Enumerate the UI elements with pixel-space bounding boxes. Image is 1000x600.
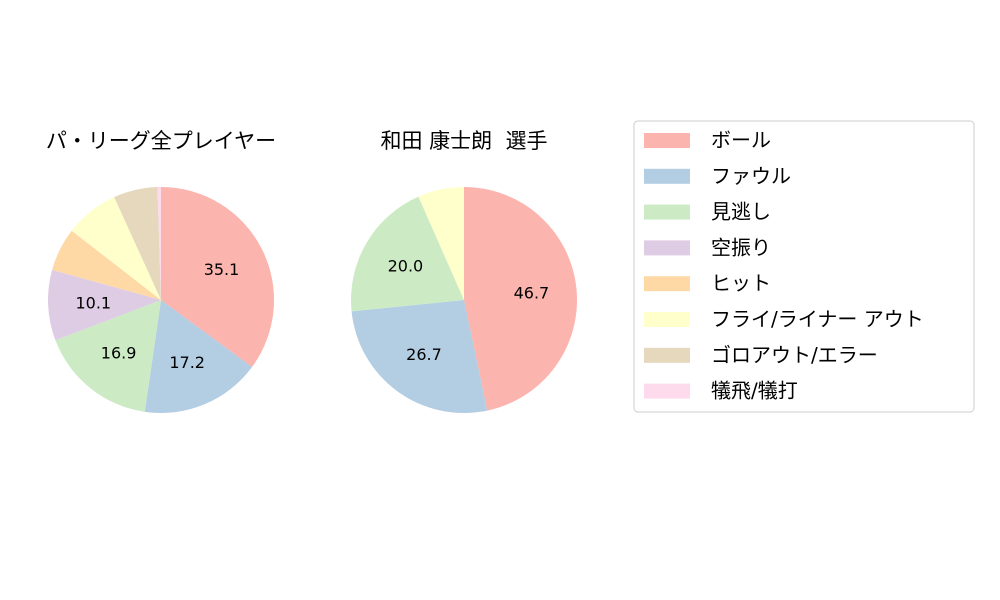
pie-value-label: 35.1: [204, 260, 240, 279]
pie-chart-player: 和田 康士朗 選手 46.7 26.7 20.0: [351, 129, 577, 413]
pie-value-label: 10.1: [75, 294, 111, 313]
pie-slice-3: [48, 269, 161, 341]
pie-slices-league: [48, 187, 274, 413]
legend-label-2: 見逃し: [711, 200, 771, 224]
pie-slice-5: [71, 197, 161, 300]
pie-slice-0: [161, 187, 274, 367]
pie-slice-6: [114, 187, 161, 300]
pie-title-league: パ・リーグ全プレイヤー: [46, 129, 276, 153]
legend-label-5: フライ/ライナー アウト: [711, 307, 924, 331]
pie-value-label: 46.7: [514, 283, 550, 302]
pie-labels-player: 46.7 26.7 20.0: [388, 256, 550, 364]
legend-swatch-0: [644, 133, 690, 148]
legend-swatch-7: [644, 383, 690, 399]
legend-label-0: ボール: [711, 128, 771, 152]
pie-slice-0: [464, 187, 577, 411]
pie-value-label: 17.2: [169, 353, 205, 372]
legend-swatch-2: [644, 204, 690, 220]
legend-label-1: ファウル: [711, 164, 791, 188]
pie-slice-1: [351, 300, 488, 413]
pie-slice-1: [144, 300, 252, 413]
pie-slice-7: [157, 187, 161, 300]
pie-slice-2: [55, 300, 161, 412]
pie-slices-player: [351, 187, 577, 413]
pie-slice-4: [52, 230, 161, 300]
legend-label-7: 犠飛/犠打: [711, 379, 798, 403]
pie-chart-league: パ・リーグ全プレイヤー 35.1 17.2 16.9 10.1: [46, 129, 276, 413]
pie-labels-league: 35.1 17.2 16.9 10.1: [75, 260, 239, 372]
pie-slice-5: [418, 187, 464, 300]
legend-label-4: ヒット: [711, 271, 771, 295]
pie-value-label: 26.7: [406, 345, 442, 364]
legend-swatch-1: [644, 168, 690, 184]
pie-value-label: 20.0: [388, 256, 424, 275]
legend-swatch-3: [644, 240, 690, 256]
pie-value-label: 16.9: [101, 343, 137, 362]
pie-slice-2: [351, 196, 464, 312]
legend-frame: [633, 120, 975, 413]
legend-label-3: 空振り: [711, 235, 771, 259]
legend-swatch-5: [644, 312, 690, 327]
legend-swatch-6: [644, 347, 690, 363]
legend-swatch-4: [644, 276, 690, 292]
pie-title-player: 和田 康士朗 選手: [380, 129, 547, 153]
legend-label-6: ゴロアウト/エラー: [711, 343, 878, 367]
